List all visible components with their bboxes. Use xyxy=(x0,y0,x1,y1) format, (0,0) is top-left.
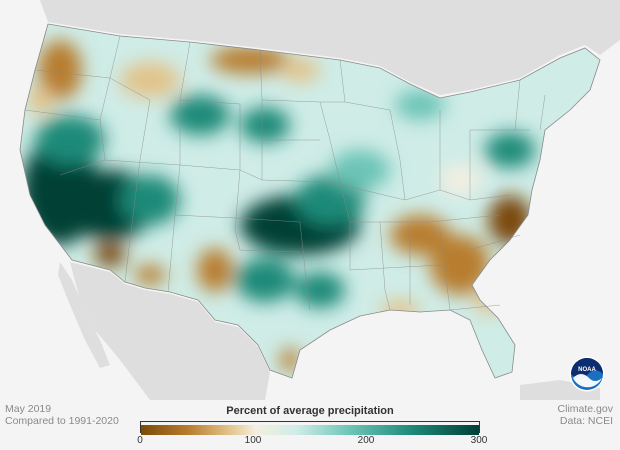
legend-tick-100: 100 xyxy=(244,435,262,446)
site-credit: Climate.gov xyxy=(557,403,613,415)
legend-tick-300: 300 xyxy=(470,435,488,446)
map-credits: Climate.gov Data: NCEI xyxy=(558,403,613,427)
canada-landmass xyxy=(0,0,620,95)
legend-title: Percent of average precipitation xyxy=(226,405,394,417)
state-borders xyxy=(24,35,546,311)
legend-tick-0: 0 xyxy=(137,435,143,446)
mexico-landmass xyxy=(70,262,270,400)
precipitation-map xyxy=(0,0,620,400)
legend-tick-200: 200 xyxy=(357,435,375,446)
map-baseline: Compared to 1991-2020 xyxy=(5,415,119,427)
baja-peninsula xyxy=(58,262,110,368)
noaa-logo-icon: NOAA xyxy=(569,356,605,392)
map-caption: May 2019 Compared to 1991-2020 xyxy=(5,403,119,427)
map-date: May 2019 xyxy=(5,403,52,415)
legend-color-bar xyxy=(140,421,480,435)
data-source: Data: NCEI xyxy=(559,415,613,427)
noaa-logo-text: NOAA xyxy=(578,367,596,373)
us-outline xyxy=(19,23,601,379)
